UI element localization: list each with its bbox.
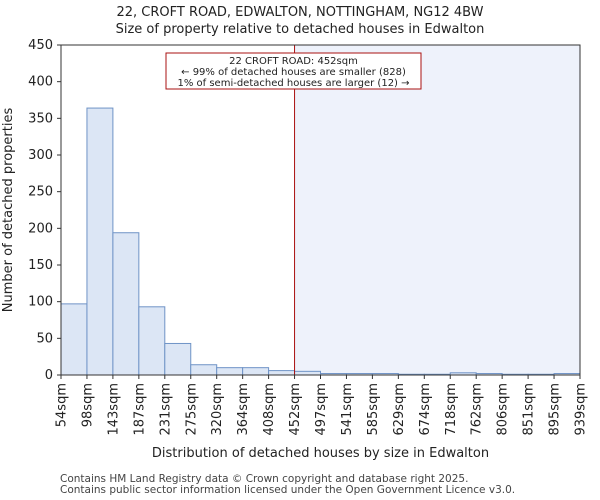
x-tick-label: 895sqm — [548, 383, 563, 436]
x-axis-label: Distribution of detached houses by size … — [152, 446, 489, 461]
y-tick-label: 0 — [45, 368, 53, 383]
highlight-region — [294, 45, 580, 375]
y-tick-label: 300 — [28, 148, 53, 163]
annotation-line: 1% of semi-detached houses are larger (1… — [177, 78, 409, 89]
y-tick-label: 250 — [28, 185, 53, 200]
bar-187sqm — [138, 306, 166, 376]
y-tick-label: 100 — [28, 295, 53, 310]
x-tick-label: 275sqm — [184, 383, 199, 436]
x-tick-label: 497sqm — [314, 383, 329, 436]
x-tick-label: 452sqm — [288, 383, 303, 436]
x-tick-label: 541sqm — [340, 383, 355, 436]
y-tick-label: 350 — [28, 111, 53, 126]
annotation-line: ← 99% of detached houses are smaller (82… — [181, 67, 406, 78]
annotation-line: 22 CROFT ROAD: 452sqm — [229, 56, 358, 67]
bar-364sqm — [242, 367, 270, 376]
x-tick-label: 806sqm — [496, 383, 511, 436]
x-tick-label: 231sqm — [158, 383, 173, 436]
footer-line-2: Contains public sector information licen… — [60, 484, 516, 496]
bar-452sqm — [294, 370, 321, 376]
bar-408sqm — [268, 370, 296, 376]
x-tick-label: 762sqm — [470, 383, 485, 436]
chart-subtitle: Size of property relative to detached ho… — [115, 22, 485, 37]
x-tick-label: 674sqm — [418, 383, 433, 436]
x-tick-label: 408sqm — [262, 383, 277, 436]
bar-231sqm — [164, 342, 192, 376]
footer-line-1: Contains HM Land Registry data © Crown c… — [60, 473, 469, 485]
x-tick-label: 187sqm — [132, 383, 147, 436]
x-tick-label: 585sqm — [366, 383, 381, 436]
x-tick-label: 851sqm — [522, 383, 537, 436]
bar-320sqm — [216, 367, 244, 376]
bar-143sqm — [112, 232, 140, 376]
bar-275sqm — [190, 364, 218, 376]
chart-title: 22, CROFT ROAD, EDWALTON, NOTTINGHAM, NG… — [116, 5, 484, 20]
y-tick-label: 400 — [28, 75, 53, 90]
x-tick-label: 718sqm — [444, 383, 459, 436]
y-tick-label: 50 — [36, 331, 53, 346]
bar-98sqm — [86, 107, 114, 376]
x-tick-label: 320sqm — [210, 383, 225, 436]
x-tick-label: 54sqm — [55, 383, 70, 427]
x-tick-label: 98sqm — [80, 383, 95, 427]
x-tick-label: 143sqm — [106, 383, 121, 436]
x-tick-label: 939sqm — [574, 383, 589, 436]
bar-54sqm — [60, 303, 88, 376]
annotation-box — [165, 52, 422, 90]
y-axis-label: Number of detached properties — [1, 108, 16, 313]
x-tick-label: 629sqm — [392, 383, 407, 436]
y-tick-label: 450 — [28, 38, 53, 53]
y-tick-label: 150 — [28, 258, 53, 273]
x-tick-label: 364sqm — [236, 383, 251, 436]
y-tick-label: 200 — [28, 221, 53, 236]
